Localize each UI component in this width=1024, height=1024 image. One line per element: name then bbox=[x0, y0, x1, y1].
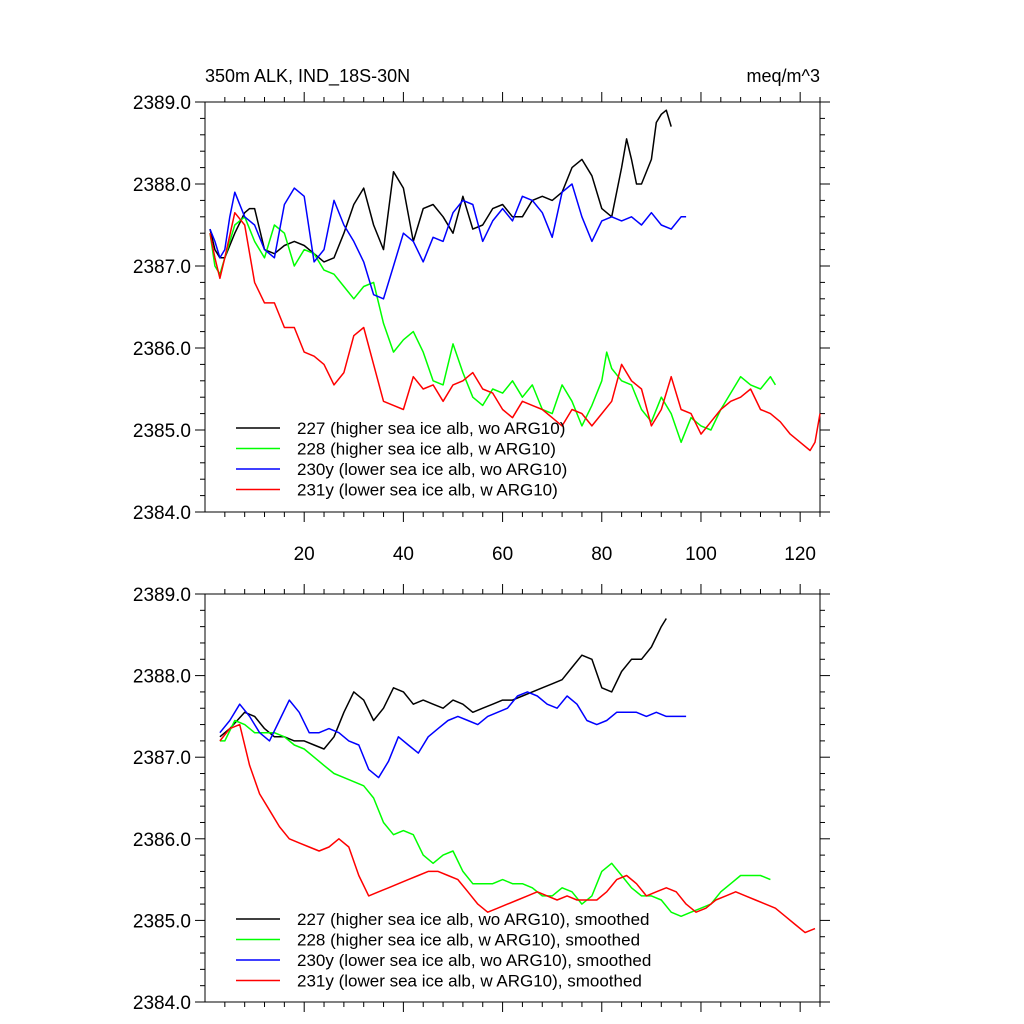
y-tick-label: 2388.0 bbox=[133, 667, 191, 688]
y-tick-label: 2387.0 bbox=[133, 748, 191, 769]
units-label: meq/m^3 bbox=[747, 66, 820, 86]
y-tick-label: 2388.0 bbox=[133, 175, 191, 196]
y-tick-label: 2384.0 bbox=[133, 503, 191, 524]
series-line-1 bbox=[219, 719, 771, 918]
bottom-panel: 2384.0 2385.0 2386.0 2387.0 2388.0 2389.0 227 … bbox=[133, 584, 830, 1014]
series-line-1 bbox=[209, 216, 777, 444]
x-tick-label: 60 bbox=[492, 544, 513, 565]
y-tick-label: 2386.0 bbox=[133, 339, 191, 360]
y-tick-label: 2389.0 bbox=[133, 93, 191, 114]
series-line-3 bbox=[209, 211, 821, 452]
x-tick-label: 100 bbox=[685, 544, 717, 565]
chart-title: 350m ALK, IND_18S-30N bbox=[205, 66, 410, 87]
x-tick-label: 120 bbox=[784, 544, 816, 565]
x-tick-label: 20 bbox=[294, 544, 315, 565]
y-tick-label: 2385.0 bbox=[133, 421, 191, 442]
series-line-2 bbox=[209, 183, 687, 300]
legend-label: 231y (lower sea ice alb, w ARG10), smoot… bbox=[297, 972, 642, 991]
legend-label: 231y (lower sea ice alb, w ARG10) bbox=[297, 481, 558, 500]
y-tick-label: 2389.0 bbox=[133, 585, 191, 606]
legend-label: 230y (lower sea ice alb, wo ARG10), smoo… bbox=[297, 951, 651, 970]
legend-label: 227 (higher sea ice alb, wo ARG10), smoo… bbox=[297, 910, 649, 929]
series-line-0 bbox=[209, 109, 672, 263]
plot-frame bbox=[204, 593, 821, 1003]
series-line-2 bbox=[219, 691, 687, 779]
x-tick-label: 80 bbox=[591, 544, 612, 565]
plot-frame bbox=[204, 101, 821, 513]
legend-label: 230y (lower sea ice alb, wo ARG10) bbox=[297, 460, 567, 479]
y-tick-label: 2385.0 bbox=[133, 911, 191, 932]
legend-label: 228 (higher sea ice alb, w ARG10), smoot… bbox=[297, 931, 640, 950]
legend-label: 227 (higher sea ice alb, wo ARG10) bbox=[297, 419, 565, 438]
legend-label: 228 (higher sea ice alb, w ARG10) bbox=[297, 440, 556, 459]
y-tick-label: 2387.0 bbox=[133, 257, 191, 278]
series-line-3 bbox=[219, 723, 816, 934]
x-tick-label: 40 bbox=[393, 544, 414, 565]
series-line-0 bbox=[219, 618, 667, 750]
top-panel: 2384.0 2385.0 2386.0 2387.0 2388.0 2389.0 20 40… bbox=[133, 66, 830, 565]
y-tick-label: 2384.0 bbox=[133, 993, 191, 1014]
y-tick-label: 2386.0 bbox=[133, 830, 191, 851]
